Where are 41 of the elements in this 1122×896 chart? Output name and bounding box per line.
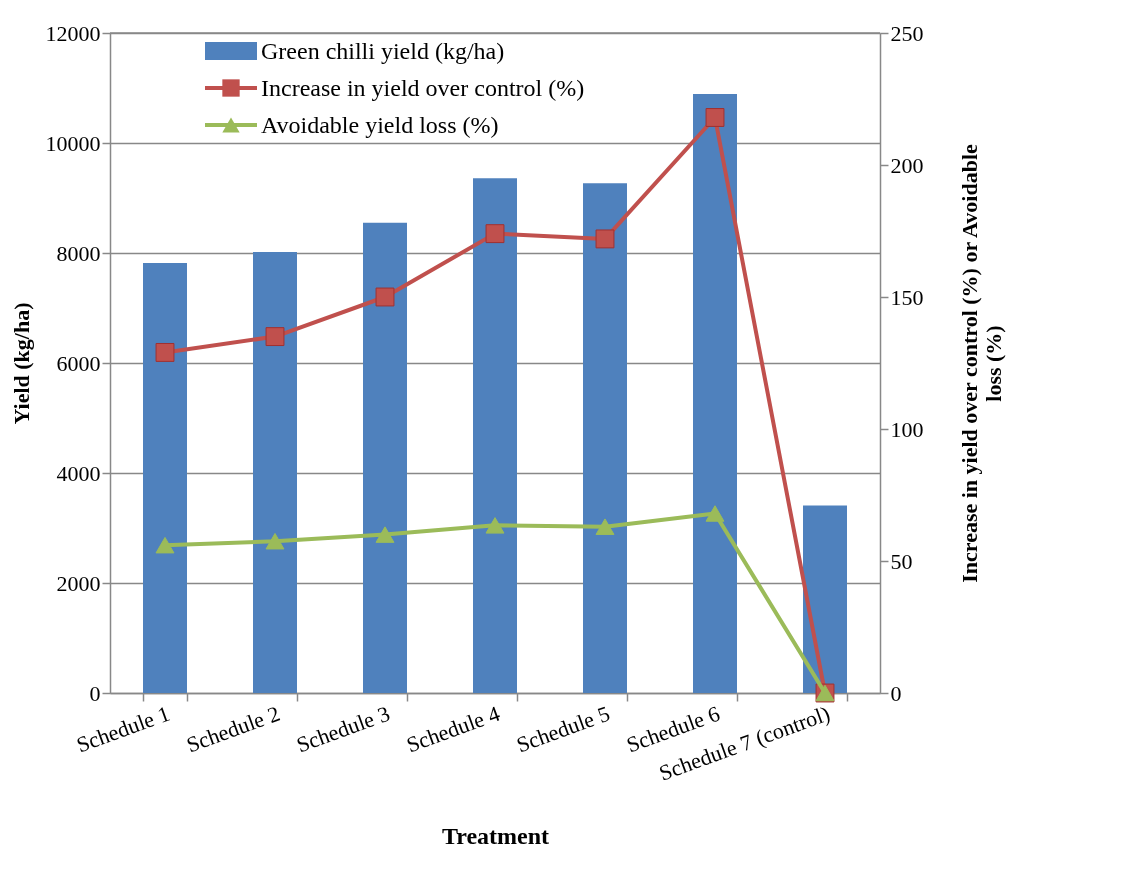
x-tick-label: Schedule 2 [183,700,284,758]
bar [363,222,407,693]
legend-label: Increase in yield over control (%) [261,75,585,101]
x-tick-label: Schedule 4 [403,700,504,758]
y2-tick-label: 0 [890,680,902,706]
point [375,526,395,543]
point [595,229,615,249]
point [265,327,285,347]
y-tick-label: 12000 [45,20,101,46]
y-tick-label: 10000 [45,130,101,156]
point [705,108,725,127]
y2-tick-label: 100 [890,416,924,442]
y-tick-label: 6000 [56,350,101,376]
bar [583,183,627,693]
legend-label: Green chilli yield (kg/ha) [261,38,505,64]
point [705,505,725,522]
point [595,518,615,535]
y-tick-label: 4000 [56,460,101,486]
bar [143,262,187,693]
point [485,517,505,534]
point [155,536,175,554]
y2-tick-label: 250 [890,20,924,46]
x-tick-label: Schedule 3 [293,700,394,758]
x-axis-title: Treatment [441,822,550,849]
point [375,287,395,307]
y2-axis-title: Increase in yield over control (%) or Avoidable loss (%) [956,144,1006,583]
x-tick-label: Schedule 5 [513,700,614,758]
bar [253,251,297,693]
legend-label: Avoidable yield loss (%) [261,112,499,138]
point [155,343,175,362]
y-axis-title: Yield (kg/ha) [8,302,34,425]
y-tick-label: 8000 [56,240,101,266]
bar [693,94,737,693]
point [265,532,285,550]
point [485,224,505,244]
y-tick-label: 2000 [56,570,101,596]
y2-tick-label: 150 [890,284,924,310]
bar [803,505,847,693]
y2-tick-label: 50 [890,548,913,574]
y2-tick-label: 200 [890,152,924,178]
bar [473,178,517,693]
